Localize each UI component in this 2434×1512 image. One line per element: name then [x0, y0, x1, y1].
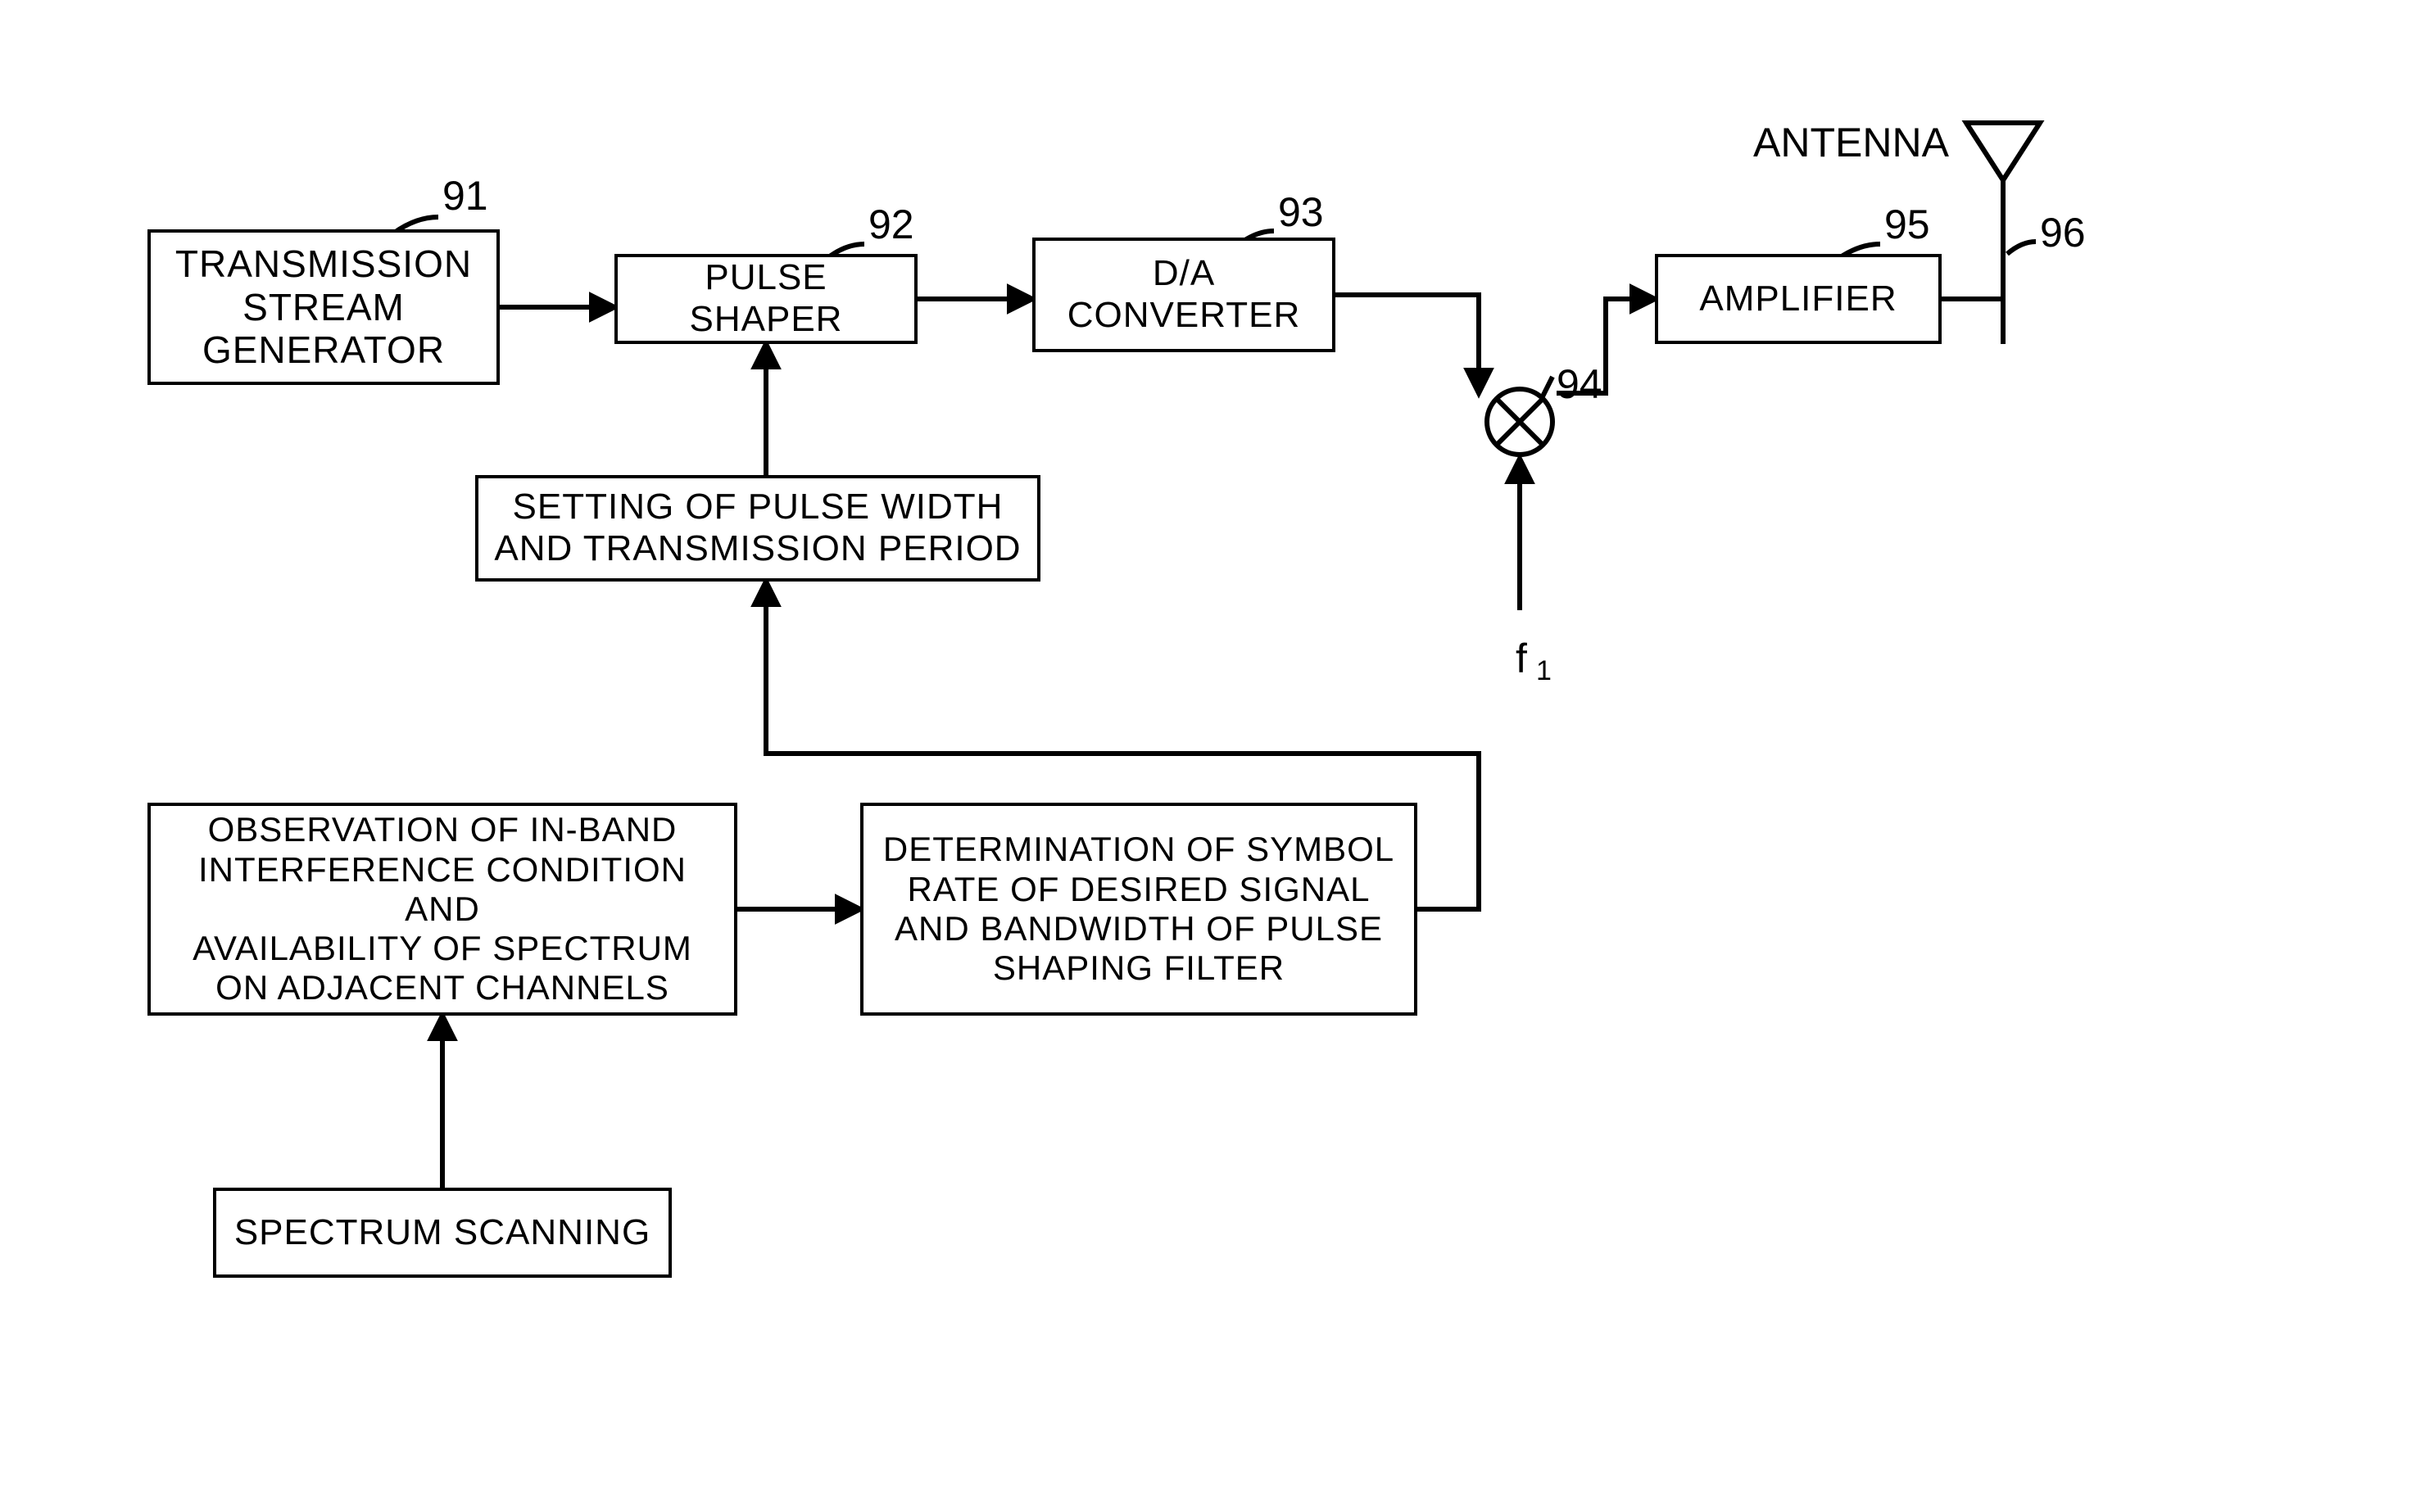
- block-label: OBSERVATION OF IN-BAND INTERFERENCE COND…: [162, 810, 723, 1007]
- ref-r94: 94: [1557, 360, 1602, 408]
- block-label: TRANSMISSION STREAM GENERATOR: [175, 242, 472, 373]
- ref-r95: 95: [1884, 201, 1930, 248]
- block-label: SETTING OF PULSE WIDTH AND TRANSMISSION …: [494, 487, 1021, 569]
- block-amplifier: AMPLIFIER: [1655, 254, 1942, 344]
- ref-r92: 92: [868, 201, 914, 248]
- block-label: D/A CONVERTER: [1067, 253, 1300, 336]
- antenna-icon: [1966, 123, 2040, 180]
- leader-94: [1536, 377, 1552, 410]
- ref-r91: 91: [442, 172, 488, 220]
- mixer-icon: [1487, 389, 1552, 455]
- block-pulse-shaper: PULSE SHAPER: [614, 254, 918, 344]
- block-label: DETERMINATION OF SYMBOL RATE OF DESIRED …: [883, 830, 1394, 988]
- ref-r96: 96: [2040, 209, 2086, 256]
- block-label: AMPLIFIER: [1699, 278, 1897, 320]
- block-observation: OBSERVATION OF IN-BAND INTERFERENCE COND…: [147, 803, 737, 1016]
- label-antenna: ANTENNA: [1753, 119, 1949, 166]
- block-label: PULSE SHAPER: [629, 257, 903, 340]
- ref-r93: 93: [1278, 188, 1324, 236]
- leader-96: [2007, 242, 2036, 254]
- block-da-converter: D/A CONVERTER: [1032, 238, 1335, 352]
- block-label: SPECTRUM SCANNING: [234, 1212, 650, 1254]
- block-spectrum-scan: SPECTRUM SCANNING: [213, 1188, 672, 1278]
- label-f1-f: f: [1516, 635, 1527, 682]
- block-setting-pulse: SETTING OF PULSE WIDTH AND TRANSMISSION …: [475, 475, 1040, 582]
- block-tx-stream-gen: TRANSMISSION STREAM GENERATOR: [147, 229, 500, 385]
- label-f1-1: 1: [1536, 655, 1552, 687]
- arr-dac-to-mixer: [1335, 295, 1479, 393]
- block-determination: DETERMINATION OF SYMBOL RATE OF DESIRED …: [860, 803, 1417, 1016]
